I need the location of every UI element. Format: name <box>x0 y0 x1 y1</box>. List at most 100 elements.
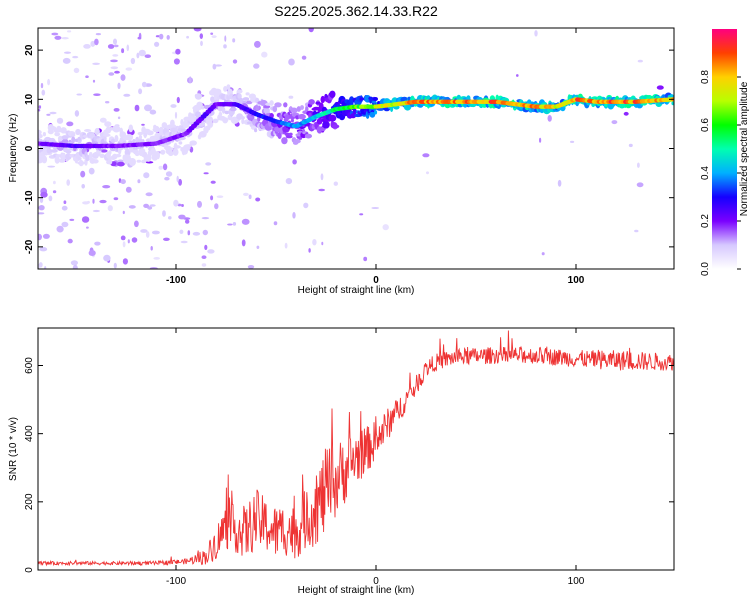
spectrogram-cell <box>284 114 291 120</box>
spectrogram-cell <box>144 104 152 112</box>
spectrogram-cell <box>94 241 101 246</box>
spectrogram-cell <box>61 205 68 211</box>
spectrogram-cell <box>67 30 72 33</box>
spectrogram-cell <box>85 154 90 162</box>
spectrogram-cell <box>84 129 92 132</box>
spectrogram-cell <box>203 172 209 175</box>
snr-frame <box>37 327 675 571</box>
spectrogram-cell <box>85 75 89 78</box>
spectrogram-cell <box>165 171 173 177</box>
spectrogram-cell <box>128 205 136 209</box>
snr-x-label: Height of straight line (km) <box>298 585 415 596</box>
spectrogram-cell <box>83 44 91 49</box>
spectrogram-cell <box>42 132 47 137</box>
spectrogram-cell <box>61 37 69 40</box>
spectrogram-cell <box>210 195 214 201</box>
spectrogram-cell <box>285 135 293 139</box>
spectrogram-cell <box>296 106 301 112</box>
spectrogram-cell <box>160 149 166 155</box>
spectrogram-cell <box>144 54 151 58</box>
spectrogram-cell <box>178 214 186 220</box>
spectrogram-cell <box>570 140 575 143</box>
spectrogram-cell <box>113 197 119 201</box>
spectrogram-cell <box>117 116 121 120</box>
spectrogram-cell <box>38 133 43 139</box>
spectrogram-cell <box>112 125 121 133</box>
spectrogram-cell <box>120 179 126 185</box>
spectrogram-y-tick-label: -20 <box>24 239 35 254</box>
spectrogram-cell <box>180 240 188 244</box>
spectrogram-cell <box>38 108 41 112</box>
spectrogram-cell <box>308 248 311 253</box>
spectrogram-cell <box>149 204 156 207</box>
colorbar-tick-label: 0.4 <box>700 166 711 180</box>
spectrogram-cell <box>303 202 309 209</box>
spectrogram-cell <box>120 74 126 81</box>
spectrogram-cell <box>56 225 64 233</box>
spectrogram-cell <box>242 97 250 101</box>
spectrogram-cell <box>214 64 222 67</box>
spectrogram-cell <box>134 220 139 228</box>
spectrogram-cell <box>205 162 212 166</box>
spectrogram-cell <box>187 230 191 236</box>
spectrogram-cell <box>117 159 124 163</box>
spectrogram-cell <box>44 266 47 269</box>
spectrogram-cell <box>143 132 148 137</box>
spectrogram-cell <box>107 44 115 49</box>
spectrogram-cell <box>72 55 79 59</box>
spectrogram-cell <box>92 209 100 213</box>
spectrogram-cell <box>145 231 150 238</box>
spectrogram-cell <box>49 111 57 115</box>
spectrogram-cell <box>92 198 95 204</box>
spectrogram-cell <box>255 197 261 202</box>
spectrogram-cell <box>40 83 44 89</box>
snr-marks <box>38 330 674 567</box>
spectrogram-cell <box>62 138 69 144</box>
snr-y-tick-label: 0 <box>24 567 35 573</box>
spectrogram-cell <box>47 165 56 168</box>
spectrogram-cell <box>136 159 142 163</box>
spectrogram-cell <box>263 107 270 115</box>
spectrogram-cell <box>298 113 306 120</box>
spectrogram-cell <box>193 28 202 32</box>
spectrogram-cell <box>207 249 215 254</box>
spectrogram-cell <box>290 107 298 114</box>
spectrogram-cell <box>269 100 274 106</box>
spectrogram-cell <box>107 205 113 212</box>
spectrogram-cell <box>156 151 160 160</box>
spectrogram-cell <box>161 122 168 129</box>
snr-y-tick-label: 200 <box>24 493 35 510</box>
spectrogram-cell <box>155 35 160 38</box>
spectrogram-cell <box>114 70 120 74</box>
spectrogram-cell <box>112 54 119 57</box>
spectrogram-cell <box>122 210 125 215</box>
spectrogram-cell <box>178 141 183 145</box>
spectrogram-cell <box>232 222 237 226</box>
spectrogram-cell <box>288 58 295 66</box>
spectrogram-cell <box>62 57 71 64</box>
spectrogram-x-label: Height of straight line (km) <box>298 285 415 296</box>
spectrogram-cell <box>99 153 105 158</box>
spectrogram-cell <box>127 239 130 244</box>
spectrogram-cell <box>38 129 42 135</box>
spectrogram-marks <box>38 28 674 269</box>
spectrogram-cell <box>56 117 64 124</box>
spectrogram-cell <box>150 246 153 251</box>
spectrogram-cell <box>174 111 178 119</box>
spectrogram-cell <box>281 137 288 145</box>
spectrogram-cell <box>216 195 224 198</box>
spectrogram-cell <box>102 185 111 189</box>
spectrogram-cell <box>162 210 166 217</box>
spectrogram-cell <box>318 188 326 192</box>
spectrogram-cell <box>547 115 552 122</box>
spectrogram-cell <box>382 224 389 231</box>
spectrogram-cell <box>132 139 136 142</box>
spectrogram-cell <box>516 74 519 77</box>
spectrogram-cell <box>38 233 42 241</box>
spectrogram-cell <box>173 58 180 65</box>
spectrogram-cell <box>210 180 216 184</box>
spectrogram-cell <box>200 40 203 47</box>
spectrogram-cell <box>146 130 154 136</box>
